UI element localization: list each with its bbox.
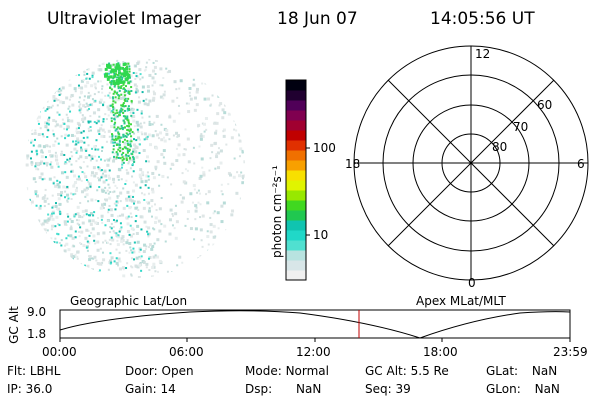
lat-label-60: 60 bbox=[537, 98, 553, 112]
info-flt: Flt: LBHL bbox=[7, 364, 61, 378]
info-gc-alt: GC Alt: 5.5 Re bbox=[365, 364, 449, 378]
mlt-label-12: 12 bbox=[475, 47, 491, 61]
alt-plot-ytick-9: 9.0 bbox=[27, 305, 47, 319]
x-tick-0000: 00:00 bbox=[42, 345, 77, 359]
alt-plot-left-title: Geographic Lat/Lon bbox=[70, 294, 188, 308]
lat-label-80: 80 bbox=[492, 140, 508, 154]
app-title: Ultraviolet Imager bbox=[47, 9, 201, 29]
mlt-label-0: 0 bbox=[468, 276, 476, 290]
x-tick-1800: 18:00 bbox=[423, 345, 458, 359]
info-door: Door: Open bbox=[125, 364, 194, 378]
x-tick-1200: 12:00 bbox=[296, 345, 331, 359]
x-tick-2359: 23:59 bbox=[553, 345, 588, 359]
date-label: 18 Jun 07 bbox=[277, 9, 358, 29]
colorbar-tick-10: 10 bbox=[313, 228, 329, 242]
x-tick-0600: 06:00 bbox=[169, 345, 204, 359]
alt-plot-right-title: Apex MLat/MLT bbox=[416, 294, 506, 308]
info-glat: GLat: NaN bbox=[486, 364, 558, 378]
mlt-label-6: 6 bbox=[577, 157, 585, 171]
info-seq: Seq: 39 bbox=[365, 382, 411, 396]
info-gain: Gain: 14 bbox=[125, 382, 176, 396]
time-label: 14:05:56 UT bbox=[430, 9, 535, 29]
info-glon: GLon: NaN bbox=[486, 382, 560, 396]
alt-plot-ytick-1-8: 1.8 bbox=[27, 327, 47, 341]
lat-label-70: 70 bbox=[513, 120, 529, 134]
info-mode: Mode: Normal bbox=[245, 364, 329, 378]
info-ip: IP: 36.0 bbox=[7, 382, 53, 396]
mlt-label-18: 18 bbox=[345, 157, 361, 171]
info-dsp: Dsp: NaN bbox=[245, 382, 322, 396]
colorbar-tick-100: 100 bbox=[313, 141, 336, 155]
